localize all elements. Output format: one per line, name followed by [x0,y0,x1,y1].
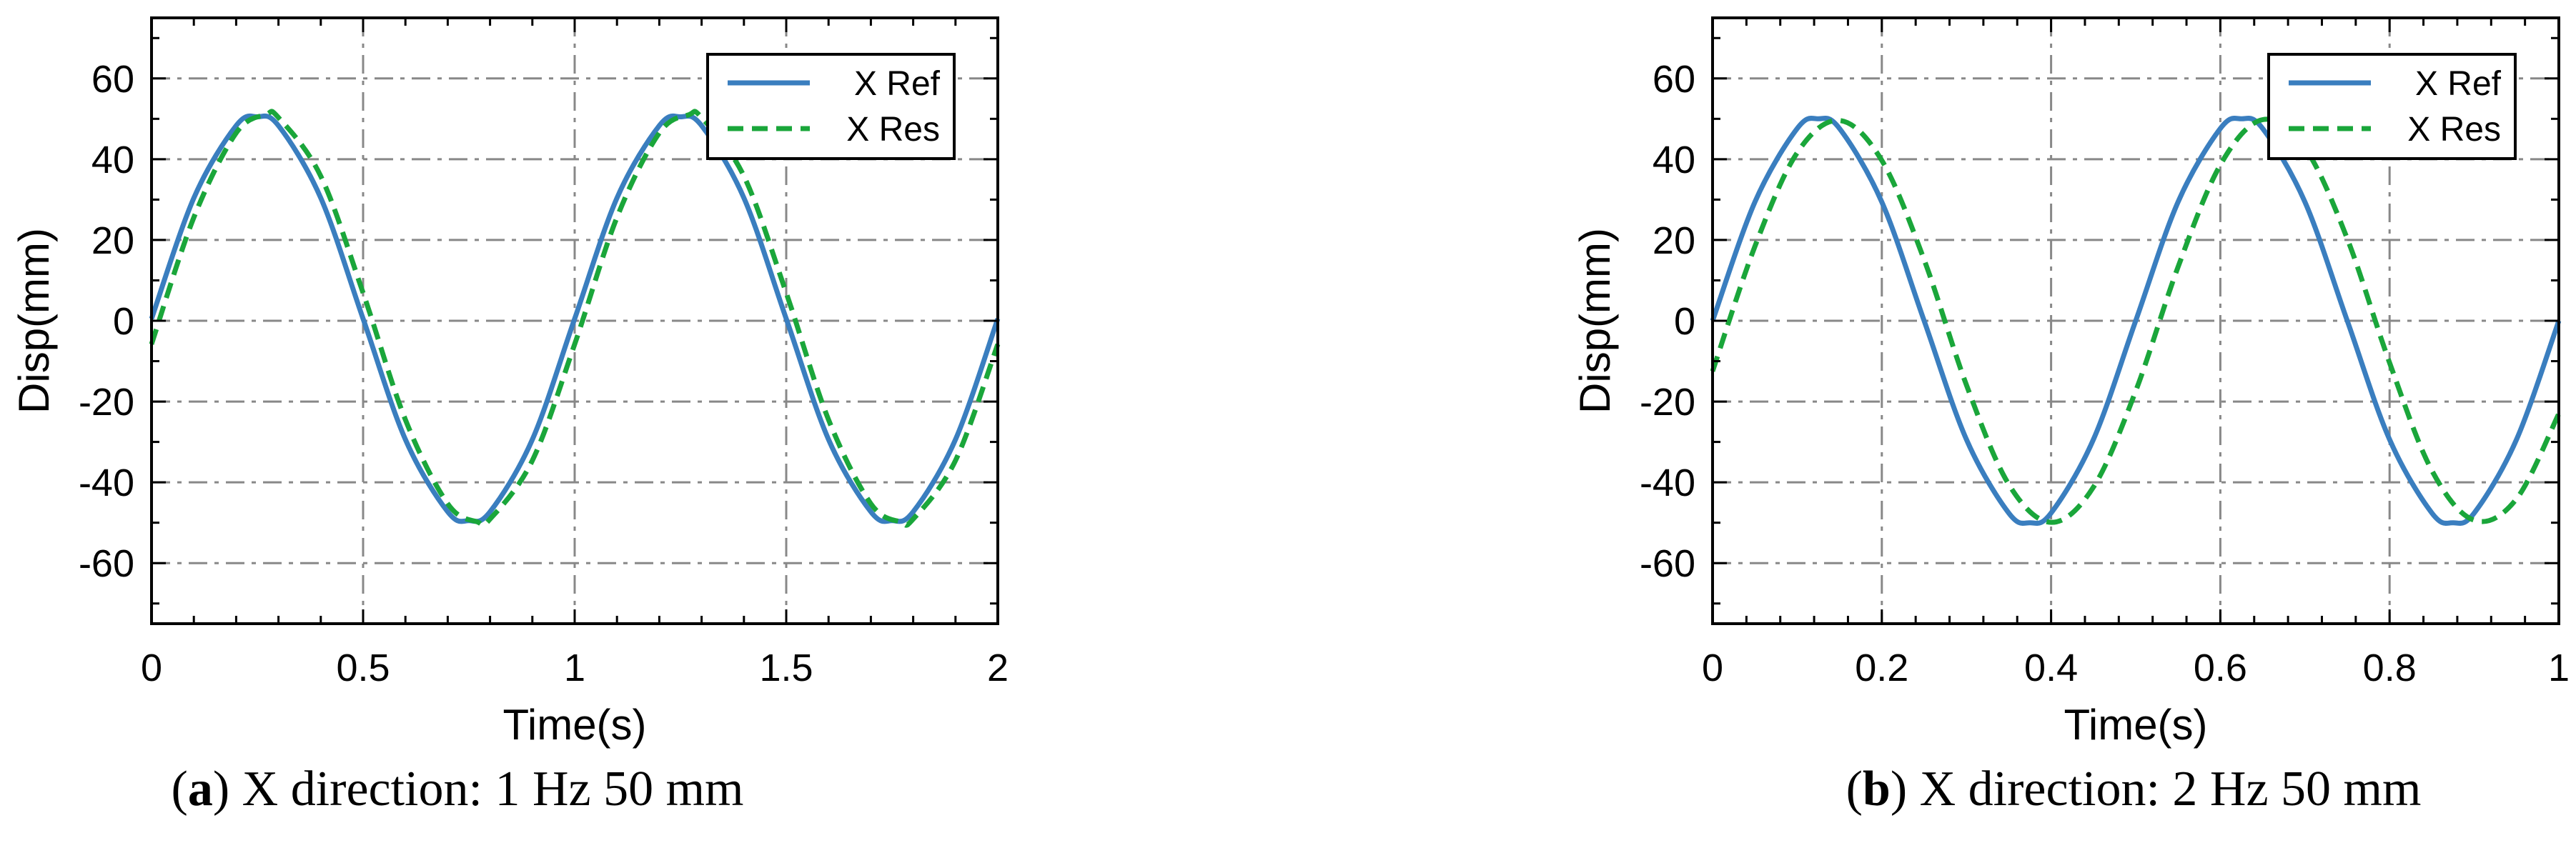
chartb-series-x-res-line [1710,116,2562,525]
chartb-y-tick-label: -60 [1640,542,1695,585]
caption-a: (a) X direction: 1 Hz 50 mm [171,762,744,817]
chartb-grid [1713,18,2559,624]
chartb-legend: X Ref X Res [2267,53,2517,160]
charta-x-tick-label: 2 [987,647,1009,689]
charta-y-tick-label: 20 [91,219,134,262]
charta-y-tick-label: 60 [91,58,134,101]
charta-y-tick-label: 0 [113,300,134,343]
chartb-y-tick-label: 0 [1674,300,1695,343]
charta-legend-label: X Ref [854,65,941,103]
chartb-legend-box [2267,53,2517,160]
charta-x-tick-label: 0 [141,647,162,689]
chart-panel-a: 0 0.5 1 1.5 2 -60 -40 -20 0 20 40 60 Time(s) Disp(mm)… [0,0,1015,761]
charta-series-x-res-line [149,109,1001,528]
charta-x-tick-label: 1 [564,647,585,689]
charta-y-tick-label: 40 [91,139,134,181]
chartb-x-tick-label: 0.2 [1855,647,1908,689]
charta-ticks [150,18,999,624]
chartb-y-tick-label: 40 [1653,139,1695,181]
caption-b-letter: b [1862,762,1891,817]
charta-legend-label: X Res [846,111,940,149]
chartb-legend-label: X Ref [2415,65,2502,103]
chart-panel-b: 0 0.2 0.4 0.6 0.8 1 -60 -40 -20 0 20 40 60 Time(s) Dis… [1561,0,2576,761]
charta-series-x-ref-line [149,113,1001,524]
chartb-y-tick-label: 20 [1653,219,1695,262]
chartb-x-tick-label: 0.8 [2363,647,2417,689]
chartb-y-tick-label: -20 [1640,381,1695,424]
charta-y-tick-label: -40 [79,462,134,504]
chart-b: 0 0.2 0.4 0.6 0.8 1 -60 -40 -20 0 20 40 60 Time(s) Dis… [1571,16,2570,749]
chartb-y-tick-label: 60 [1653,58,1695,101]
chartb-x-axis-label: Time(s) [2064,701,2207,749]
chartb-x-tick-label: 0.6 [2194,647,2247,689]
chartb-legend-label: X Res [2407,111,2501,149]
charta-legend-box [706,53,956,160]
chartb-y-axis-label: Disp(mm) [1571,228,1619,414]
chartb-ticks [1711,18,2560,624]
chartb-x-tick-label: 0 [1702,647,1723,689]
charta-legend: X Ref X Res [706,53,956,160]
charta-x-axis-label: Time(s) [502,701,646,749]
caption-a-letter: a [187,762,213,817]
charta-y-axis-label: Disp(mm) [10,228,58,414]
charta-y-tick-label: -20 [79,381,134,424]
caption-a-text: ) X direction: 1 Hz 50 mm [212,762,744,817]
chartb-x-tick-label: 1 [2548,647,2570,689]
chartb-x-tick-label: 0.4 [2024,647,2078,689]
charta-y-tick-label: -60 [79,542,134,585]
chartb-y-tick-label: -40 [1640,462,1695,504]
charta-x-tick-label: 0.5 [336,647,390,689]
chart-a: 0 0.5 1 1.5 2 -60 -40 -20 0 20 40 60 Time(s) Disp(mm)… [10,16,1009,749]
charta-x-tick-label: 1.5 [759,647,813,689]
chartb-series-x-ref-line [1710,115,2562,527]
caption-b: (b) X direction: 2 Hz 50 mm [1846,762,2422,817]
caption-b-text: ) X direction: 2 Hz 50 mm [1890,762,2422,817]
